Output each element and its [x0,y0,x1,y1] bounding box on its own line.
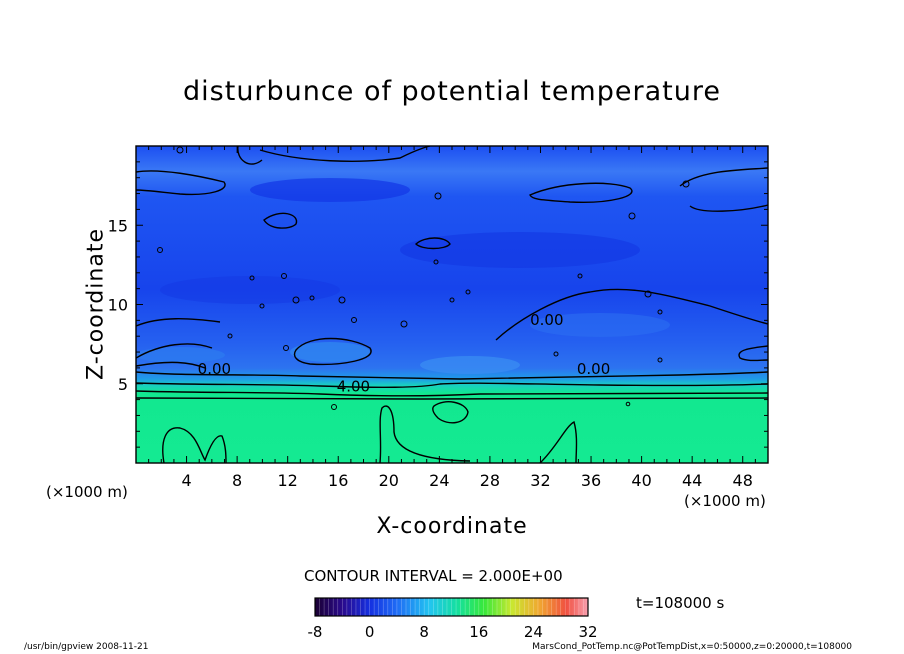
contour-blob [338,296,346,304]
colorbar-labels: -8 0 8 16 24 32 [308,623,598,641]
contour-blob [351,317,357,323]
contour-line [136,382,768,388]
contour-blob [331,404,337,410]
x-tick-label: 24 [429,471,449,490]
x-axis-label: X-coordinate [376,514,528,539]
x-axis-ticks: 4 8 12 16 20 24 28 32 36 40 44 48 [148,146,756,490]
contour-line [136,371,768,380]
chart-title: disturbunce of potential temperature [183,76,721,107]
x-tick-label: 20 [379,471,399,490]
x-tick-label: 16 [328,471,348,490]
contour-blob [644,290,652,298]
x-unit-label-left: (×1000 m) [46,483,128,501]
contour-line [136,397,768,400]
contour-blob [625,401,631,407]
contour-line [529,182,633,204]
x-tick-label: 28 [480,471,500,490]
x-tick-label: 4 [181,471,191,490]
contour-line [379,405,471,463]
colorbar-tick-label: 24 [524,623,543,641]
contour-blob [249,275,255,281]
contour-blob [465,289,471,295]
x-tick-label: 8 [232,471,242,490]
contour-labels: 0.00 4.00 0.00 0.00 [198,311,611,396]
contour-blob [553,351,559,357]
x-tick-label: 36 [581,471,601,490]
contour-blob [227,333,233,339]
contour-blob [657,309,663,315]
contour-blob [259,303,265,309]
contour-line [738,345,768,362]
contour-lines [136,146,768,463]
contour-line [162,427,227,463]
contour-line [136,170,226,196]
contour-line [495,288,768,341]
y-axis-ticks: 5 10 15 [108,161,768,448]
contour-line [136,361,206,369]
contour-blob [628,212,636,220]
contour-blob [400,320,408,328]
contour-blob [434,192,442,200]
colorbar-tick-label: 16 [469,623,488,641]
time-label: t=108000 s [636,594,725,612]
contour-blob [309,295,315,301]
contour-blob [682,180,690,188]
contour-blob [433,259,439,265]
contour-line [432,401,469,424]
colorbar-tick-label: 0 [365,623,375,641]
contour-blobs [157,146,690,410]
contour-line [237,146,263,165]
contour-blob [176,146,184,154]
colorbar-stripes [319,598,584,616]
contour-blob [157,247,163,253]
contour-line [689,204,768,212]
contour-blob [292,296,300,304]
contour-blob [577,273,583,279]
contour-line [136,318,221,327]
footer-command: /usr/bin/gpview 2008-11-21 [24,642,149,652]
contour-line [136,343,213,359]
y-tick-label: 10 [108,296,128,315]
x-tick-label: 40 [631,471,651,490]
contour-line [414,237,451,250]
contour-blob [281,273,287,279]
colorbar-tick-label: 8 [419,623,429,641]
contour-line [263,212,298,229]
x-tick-label: 44 [682,471,702,490]
contour-line [679,167,768,187]
colorbar-tick-label: 32 [578,623,597,641]
contour-line [293,337,372,366]
contour-blob [283,345,289,351]
x-unit-label-right: (×1000 m) [684,492,766,510]
colorbar-bar [315,598,588,616]
y-tick-label: 15 [108,216,128,235]
contour-interval-label: CONTOUR INTERVAL = 2.000E+00 [304,567,563,585]
colorbar-tick-label: -8 [308,623,323,641]
footer-source: MarsCond_PotTemp.nc@PotTempDist,x=0:5000… [532,642,852,652]
x-tick-label: 12 [278,471,298,490]
contour-line [136,390,768,397]
field-background [136,146,768,463]
contour-label: 0.00 [198,360,231,378]
contour-label: 4.00 [337,378,370,396]
contour-line [259,146,431,162]
x-tick-label: 48 [733,471,753,490]
contour-line [539,420,578,463]
contour-label: 0.00 [577,360,610,378]
x-tick-label: 32 [530,471,550,490]
contour-label: 0.00 [530,311,563,329]
colorbar-frame [314,597,589,617]
contour-blob [449,297,455,303]
contour-blob [657,357,663,363]
y-tick-label: 5 [118,375,128,394]
